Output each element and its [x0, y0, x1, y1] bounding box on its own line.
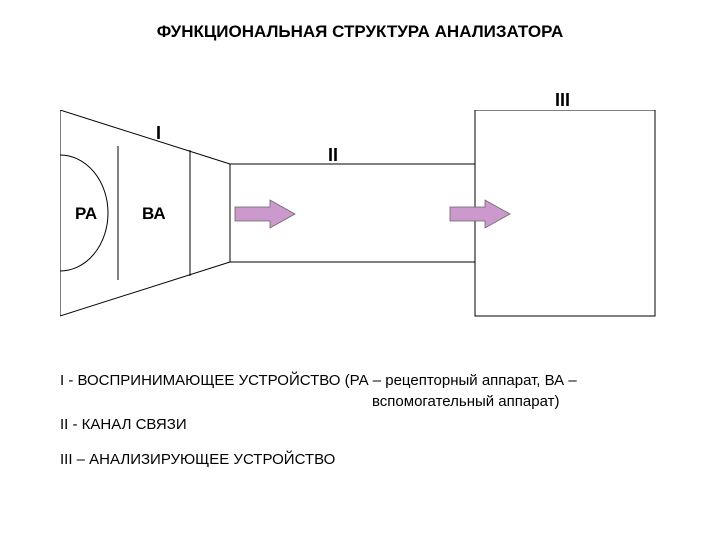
- legend-line-1b: вспомогательный аппарат): [60, 391, 670, 412]
- arrow-2: [450, 200, 510, 228]
- label-va: ВА: [142, 204, 166, 224]
- legend-line-3: III – АНАЛИЗИРУЮЩЕЕ УСТРОЙСТВО: [60, 449, 670, 470]
- analyzer-diagram: I II III РА ВА: [60, 110, 660, 330]
- arrow-1: [235, 200, 295, 228]
- page-title: ФУНКЦИОНАЛЬНАЯ СТРУКТУРА АНАЛИЗАТОРА: [0, 22, 720, 42]
- label-box1: I: [156, 123, 161, 144]
- label-channel: II: [328, 145, 338, 166]
- label-ra: РА: [75, 204, 97, 224]
- legend-line-2: II - КАНАЛ СВЯЗИ: [60, 414, 670, 435]
- label-box3: III: [555, 90, 570, 111]
- legend-line-1a: I - ВОСПРИНИМАЮЩЕЕ УСТРОЙСТВО (РА – реце…: [60, 370, 670, 391]
- legend-block: I - ВОСПРИНИМАЮЩЕЕ УСТРОЙСТВО (РА – реце…: [60, 370, 670, 470]
